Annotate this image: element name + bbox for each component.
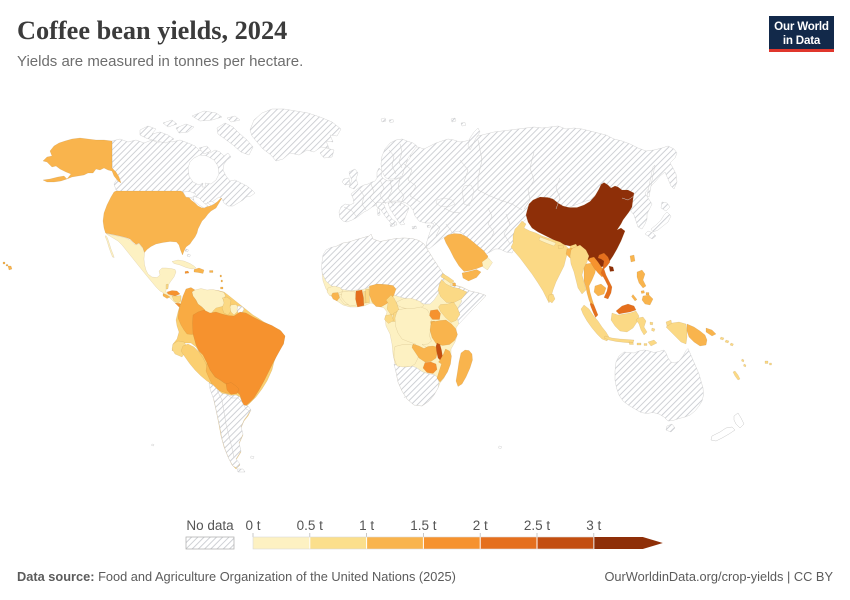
svg-text:3 t: 3 t — [586, 518, 601, 533]
svg-text:2 t: 2 t — [473, 518, 488, 533]
svg-text:2.5 t: 2.5 t — [524, 518, 551, 533]
svg-text:0.5 t: 0.5 t — [297, 518, 324, 533]
svg-text:1 t: 1 t — [359, 518, 374, 533]
svg-text:0 t: 0 t — [245, 518, 260, 533]
svg-text:1.5 t: 1.5 t — [410, 518, 437, 533]
svg-text:No data: No data — [186, 518, 234, 533]
